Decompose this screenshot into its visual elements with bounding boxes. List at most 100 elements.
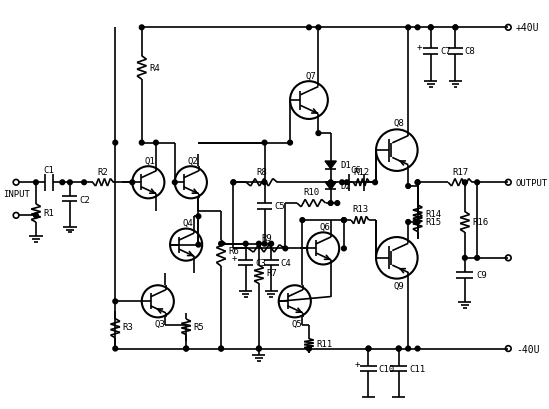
Text: +: + [232, 254, 237, 263]
Text: Q5: Q5 [292, 319, 302, 328]
Circle shape [269, 242, 273, 247]
Text: D1: D1 [340, 161, 351, 170]
Text: C10: C10 [379, 364, 395, 373]
Circle shape [231, 180, 236, 185]
Polygon shape [325, 162, 337, 169]
Polygon shape [325, 182, 337, 190]
Circle shape [283, 247, 288, 251]
Text: Q7: Q7 [305, 72, 316, 81]
Circle shape [196, 214, 201, 219]
Circle shape [415, 220, 420, 225]
Circle shape [475, 180, 479, 185]
Text: Q1: Q1 [145, 157, 155, 166]
Circle shape [373, 180, 378, 185]
Text: R13: R13 [352, 205, 368, 214]
Circle shape [113, 141, 117, 146]
Text: R4: R4 [149, 63, 160, 72]
Circle shape [196, 243, 201, 247]
Circle shape [262, 180, 267, 185]
Text: C8: C8 [465, 47, 475, 56]
Circle shape [328, 180, 333, 185]
Circle shape [475, 256, 479, 261]
Circle shape [406, 220, 411, 225]
Circle shape [262, 141, 267, 146]
Circle shape [219, 242, 223, 247]
Text: R16: R16 [472, 218, 489, 227]
Circle shape [306, 346, 311, 351]
Circle shape [341, 218, 346, 223]
Circle shape [231, 180, 236, 185]
Text: R11: R11 [317, 339, 333, 348]
Circle shape [82, 180, 86, 185]
Text: R1: R1 [43, 209, 54, 218]
Text: Q4: Q4 [183, 219, 193, 228]
Circle shape [113, 299, 117, 304]
Circle shape [415, 180, 420, 185]
Text: C9: C9 [476, 271, 487, 280]
Circle shape [396, 346, 401, 351]
Text: R3: R3 [123, 323, 133, 332]
Circle shape [396, 346, 401, 351]
Text: C3: C3 [255, 258, 266, 267]
Text: R6: R6 [228, 246, 239, 255]
Text: R14: R14 [425, 209, 441, 218]
Circle shape [300, 218, 305, 223]
Circle shape [256, 346, 261, 351]
Circle shape [462, 256, 467, 261]
Text: C7: C7 [440, 47, 451, 56]
Circle shape [453, 26, 458, 31]
Circle shape [68, 180, 72, 185]
Text: R17: R17 [452, 167, 468, 176]
Text: R12: R12 [354, 167, 369, 176]
Text: C4: C4 [281, 258, 292, 267]
Circle shape [139, 141, 144, 146]
Text: Q3: Q3 [154, 319, 165, 328]
Text: R10: R10 [303, 188, 320, 197]
Text: C6: C6 [351, 165, 362, 174]
Circle shape [415, 26, 420, 31]
Circle shape [288, 141, 293, 146]
Circle shape [406, 26, 411, 31]
Text: C11: C11 [409, 364, 425, 373]
Text: C1: C1 [44, 165, 54, 174]
Text: C5: C5 [274, 202, 285, 211]
Text: OUTPUT: OUTPUT [516, 178, 548, 187]
Text: +: + [355, 359, 360, 368]
Text: R9: R9 [261, 233, 272, 242]
Text: Q2: Q2 [187, 157, 198, 166]
Circle shape [113, 346, 117, 351]
Text: R5: R5 [194, 323, 204, 332]
Circle shape [256, 242, 261, 247]
Circle shape [366, 346, 371, 351]
Text: R2: R2 [98, 167, 108, 176]
Circle shape [415, 180, 420, 185]
Circle shape [328, 201, 333, 206]
Circle shape [130, 180, 135, 185]
Circle shape [344, 180, 349, 185]
Circle shape [33, 213, 38, 218]
Circle shape [256, 346, 261, 351]
Circle shape [139, 26, 144, 31]
Text: Q8: Q8 [393, 119, 404, 128]
Circle shape [60, 180, 65, 185]
Circle shape [262, 242, 267, 247]
Text: +40U: +40U [516, 23, 539, 33]
Text: Q9: Q9 [393, 281, 404, 290]
Circle shape [428, 26, 433, 31]
Circle shape [335, 201, 340, 206]
Circle shape [341, 218, 346, 223]
Circle shape [340, 180, 344, 185]
Text: R15: R15 [425, 218, 441, 227]
Circle shape [316, 26, 321, 31]
Circle shape [306, 346, 311, 351]
Circle shape [415, 346, 420, 351]
Circle shape [316, 131, 321, 136]
Circle shape [154, 141, 158, 146]
Circle shape [219, 346, 223, 351]
Text: R7: R7 [266, 268, 277, 277]
Text: -40U: -40U [516, 344, 539, 354]
Circle shape [406, 346, 411, 351]
Circle shape [184, 346, 188, 351]
Text: +: + [417, 43, 422, 52]
Circle shape [306, 26, 311, 31]
